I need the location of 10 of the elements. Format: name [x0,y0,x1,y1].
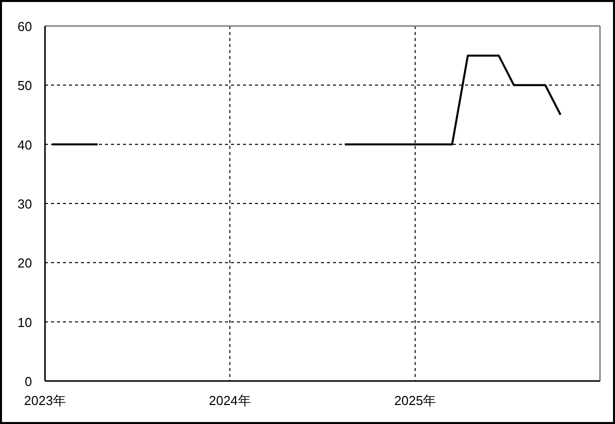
x-tick-label: 2025年 [394,393,436,408]
y-tick-label: 50 [18,78,32,94]
y-tick-label: 60 [18,19,32,34]
y-tick-label: 30 [18,196,32,212]
x-tick-label: 2024年 [208,393,251,408]
y-tick-label: 10 [18,314,32,330]
y-tick-label: 0 [24,374,32,389]
y-tick-label: 20 [18,256,32,271]
x-tick-label: 2023年 [24,393,66,408]
y-tick-label: 40 [18,137,32,152]
